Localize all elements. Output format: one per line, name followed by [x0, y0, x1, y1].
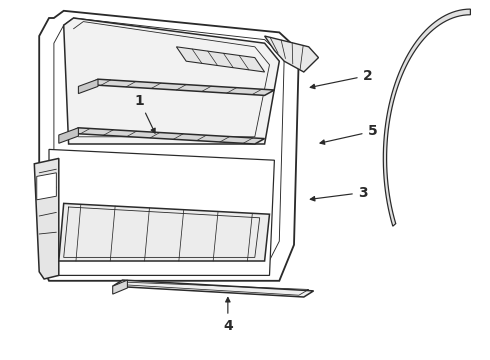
Polygon shape [113, 280, 314, 297]
Text: 2: 2 [310, 69, 372, 89]
Polygon shape [59, 203, 270, 261]
Text: 1: 1 [135, 94, 155, 133]
Polygon shape [69, 128, 265, 144]
Polygon shape [176, 47, 265, 72]
Text: 4: 4 [223, 297, 233, 333]
Polygon shape [34, 158, 59, 279]
Polygon shape [59, 128, 78, 143]
Polygon shape [88, 79, 274, 95]
Polygon shape [49, 149, 274, 275]
Polygon shape [37, 173, 56, 200]
Polygon shape [383, 9, 470, 226]
Text: 5: 5 [320, 125, 377, 144]
Polygon shape [39, 11, 299, 281]
Polygon shape [113, 280, 127, 294]
Polygon shape [265, 36, 318, 72]
Polygon shape [78, 79, 98, 94]
Text: 3: 3 [310, 186, 368, 201]
Polygon shape [64, 18, 279, 144]
